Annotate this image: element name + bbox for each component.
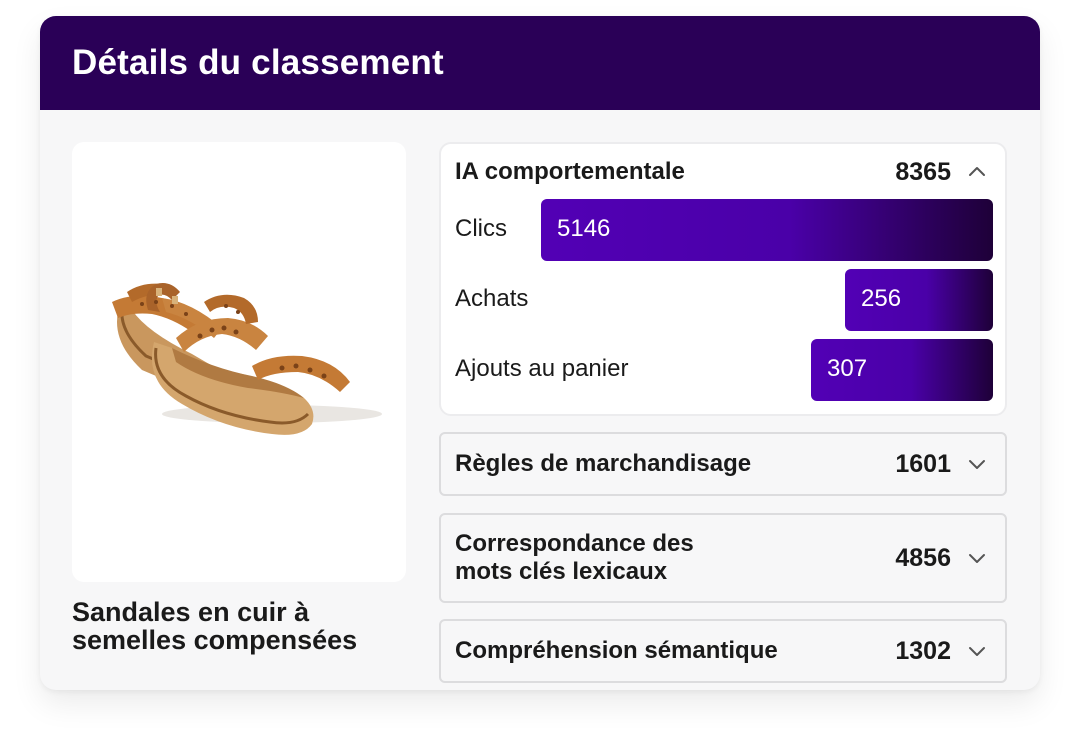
card-title: Détails du classement <box>72 43 444 82</box>
metric-row-purchases: Achats 256 <box>455 269 993 331</box>
panel-semantic-understanding[interactable]: Compréhension sémantique 1302 <box>439 619 1007 683</box>
metric-label: Ajouts au panier <box>455 355 629 382</box>
panel-score: 1302 <box>895 636 951 665</box>
chevron-down-icon[interactable] <box>965 639 989 663</box>
product-image <box>72 142 406 582</box>
metric-row-add-to-cart: Ajouts au panier 307 <box>455 339 993 401</box>
panel-title: Compréhension sémantique <box>455 637 778 664</box>
metric-label: Clics <box>455 215 507 242</box>
chevron-down-icon[interactable] <box>965 546 989 570</box>
metric-bar: 256 <box>845 269 993 331</box>
metric-value: 5146 <box>557 215 611 242</box>
panel-score: 1601 <box>895 449 951 478</box>
panel-header-behavioral-ai[interactable]: IA comportementale 8365 <box>455 156 989 188</box>
metric-value: 307 <box>827 355 868 382</box>
chevron-down-icon[interactable] <box>965 452 989 476</box>
chevron-up-icon[interactable] <box>965 160 989 184</box>
panel-title: Correspondance des mots clés lexicaux <box>455 530 694 585</box>
ranking-details-card: Détails du classement <box>40 16 1040 690</box>
panel-title: IA comportementale <box>455 158 685 185</box>
metric-value: 256 <box>861 285 902 312</box>
sandal-illustration <box>112 283 382 435</box>
panel-lexical-keyword-match[interactable]: Correspondance des mots clés lexicaux 48… <box>439 513 1007 603</box>
panel-title: Règles de marchandisage <box>455 450 752 477</box>
metric-row-clicks: Clics 5146 <box>455 199 993 261</box>
product-title: Sandales en cuir à semelles compensées <box>72 597 358 655</box>
panel-score: 8365 <box>895 157 951 186</box>
panel-behavioral-ai: IA comportementale 8365 Clics 5146 Achat… <box>439 142 1007 416</box>
metric-label: Achats <box>455 285 529 312</box>
card-header: Détails du classement <box>40 16 1040 110</box>
metric-bar: 307 <box>811 339 993 401</box>
panel-merchandising-rules[interactable]: Règles de marchandisage 1601 <box>439 432 1007 496</box>
panel-score: 4856 <box>895 543 951 572</box>
metric-bar: 5146 <box>541 199 993 261</box>
